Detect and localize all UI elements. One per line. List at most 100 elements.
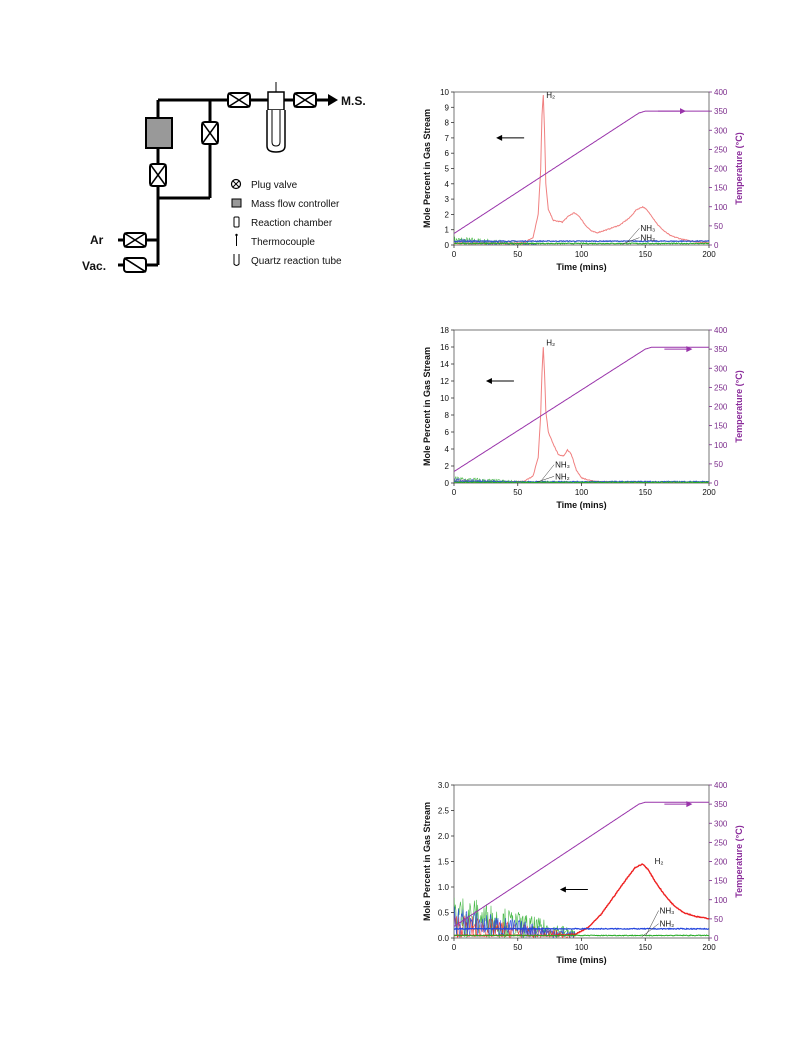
y-axis-label: Mole Percent in Gas Stream — [422, 802, 432, 921]
temperature-series-line — [454, 801, 709, 927]
y-tick-label: 0 — [445, 479, 450, 488]
chart-panel: 0 50 100 150 200 0.0 0.5 1.0 1.5 2.0 2.5 3.0 0 50 100 1… — [422, 781, 744, 965]
y2-tick-label: 50 — [714, 222, 723, 231]
y2-tick-label: 0 — [714, 241, 719, 250]
valve-top-outlet — [293, 92, 317, 108]
y-tick-label: 16 — [440, 343, 449, 352]
valve-vac — [123, 257, 147, 273]
left-axis-arrowhead — [559, 886, 566, 893]
y-tick-label: 2.5 — [438, 807, 450, 816]
thermocouple-icon — [235, 233, 238, 246]
right-axis-arrowhead — [686, 801, 693, 808]
mass-flow-controller-icon — [231, 198, 242, 208]
y-axis-label: Mole Percent in Gas Stream — [422, 109, 432, 228]
y-tick-label: 1 — [445, 226, 450, 235]
mass-flow-controller — [145, 117, 173, 149]
y2-tick-label: 250 — [714, 383, 728, 392]
y2-tick-label: 250 — [714, 838, 728, 847]
h2-annotation: H₂ — [655, 857, 664, 866]
y-tick-label: 6 — [445, 149, 450, 158]
nh2-annotation: NH₂ — [660, 920, 675, 929]
nh2-annotation: NH₂ — [555, 472, 570, 481]
legend-mass-flow-controller: Mass flow controller — [251, 199, 340, 210]
y-tick-label: 4 — [445, 445, 450, 454]
x-axis-label: Time (mins) — [556, 262, 606, 272]
valve-left-vertical — [149, 163, 167, 187]
y-tick-label: 10 — [440, 394, 449, 403]
y2-tick-label: 400 — [714, 326, 728, 335]
nh2-leader-line — [536, 476, 555, 483]
h2-series-line — [454, 94, 709, 245]
x-tick-label: 0 — [452, 250, 457, 259]
nh3-noise-trace — [454, 906, 576, 938]
y2-tick-label: 100 — [714, 203, 728, 212]
left-axis-arrowhead — [485, 378, 492, 384]
y-tick-label: 2.0 — [438, 832, 450, 841]
x-tick-label: 200 — [702, 488, 716, 497]
y-tick-label: 14 — [440, 360, 449, 369]
quartz-tube-icon — [233, 254, 240, 266]
y2-tick-label: 400 — [714, 781, 728, 790]
y2-tick-label: 350 — [714, 345, 728, 354]
x-tick-label: 100 — [575, 943, 589, 952]
legend-quartz-tube: Quartz reaction tube — [251, 256, 342, 267]
x-tick-label: 100 — [575, 250, 589, 259]
x-tick-label: 50 — [513, 488, 522, 497]
temperature-series-line — [454, 110, 709, 234]
y2-tick-label: 300 — [714, 126, 728, 135]
y-tick-label: 0.5 — [438, 909, 450, 918]
apparatus-schematic: M.S. Ar Vac. — [82, 82, 366, 273]
left-axis-arrowhead — [496, 134, 503, 141]
y2-tick-label: 350 — [714, 107, 728, 116]
y2-tick-label: 200 — [714, 403, 728, 412]
y-tick-label: 3 — [445, 195, 450, 204]
x-tick-label: 150 — [639, 488, 653, 497]
y-tick-label: 1.5 — [438, 858, 450, 867]
ms-port-label: M.S. — [341, 94, 366, 108]
y2-tick-label: 150 — [714, 422, 728, 431]
nh2-series-line — [454, 481, 709, 483]
h2-series-line — [454, 347, 709, 483]
y2-tick-label: 400 — [714, 88, 728, 97]
y-tick-label: 0.0 — [438, 934, 450, 943]
y-tick-label: 8 — [445, 119, 450, 128]
chart-panel: 0 50 100 150 2000246810121416180501001502002… — [422, 326, 744, 510]
y-axis-label: Mole Percent in Gas Stream — [422, 347, 432, 466]
y2-tick-label: 0 — [714, 934, 719, 943]
y2-tick-label: 150 — [714, 877, 728, 886]
ar-port-label: Ar — [90, 233, 104, 247]
y2-tick-label: 300 — [714, 364, 728, 373]
y2-axis-label: Temperature (°C) — [734, 825, 744, 897]
plot-area — [453, 91, 710, 246]
y2-tick-label: 200 — [714, 858, 728, 867]
y-tick-label: 4 — [445, 180, 450, 189]
y2-axis-label: Temperature (°C) — [734, 370, 744, 442]
nh2-series-line — [454, 934, 709, 937]
reaction-chamber-icon — [233, 216, 240, 228]
chart-panel: 0 50 100 150 2000123456789100501001502002503… — [422, 88, 744, 272]
x-tick-label: 200 — [702, 250, 716, 259]
nh3-annotation: NH₃ — [641, 224, 656, 233]
y-tick-label: 2 — [445, 462, 450, 471]
legend-plug-valve: Plug valve — [251, 180, 298, 191]
nh3-leader-line — [626, 228, 640, 244]
y-tick-label: 7 — [445, 134, 450, 143]
schematic-legend: Plug valve Mass flow controller Reaction… — [230, 178, 342, 267]
x-tick-label: 50 — [513, 250, 522, 259]
y2-tick-label: 0 — [714, 479, 719, 488]
y2-tick-label: 100 — [714, 441, 728, 450]
y2-tick-label: 200 — [714, 165, 728, 174]
y-tick-label: 8 — [445, 411, 450, 420]
x-tick-label: 0 — [452, 943, 457, 952]
y-tick-label: 18 — [440, 326, 449, 335]
reaction-chamber — [266, 82, 286, 153]
y-tick-label: 6 — [445, 428, 450, 437]
x-tick-label: 0 — [452, 488, 457, 497]
h2-annotation: H₂ — [546, 338, 555, 347]
x-axis-label: Time (mins) — [556, 500, 606, 510]
y2-tick-label: 100 — [714, 896, 728, 905]
y-tick-label: 9 — [445, 103, 450, 112]
nh3-leader-line — [540, 464, 555, 482]
y-tick-label: 3.0 — [438, 781, 450, 790]
x-tick-label: 50 — [513, 943, 522, 952]
